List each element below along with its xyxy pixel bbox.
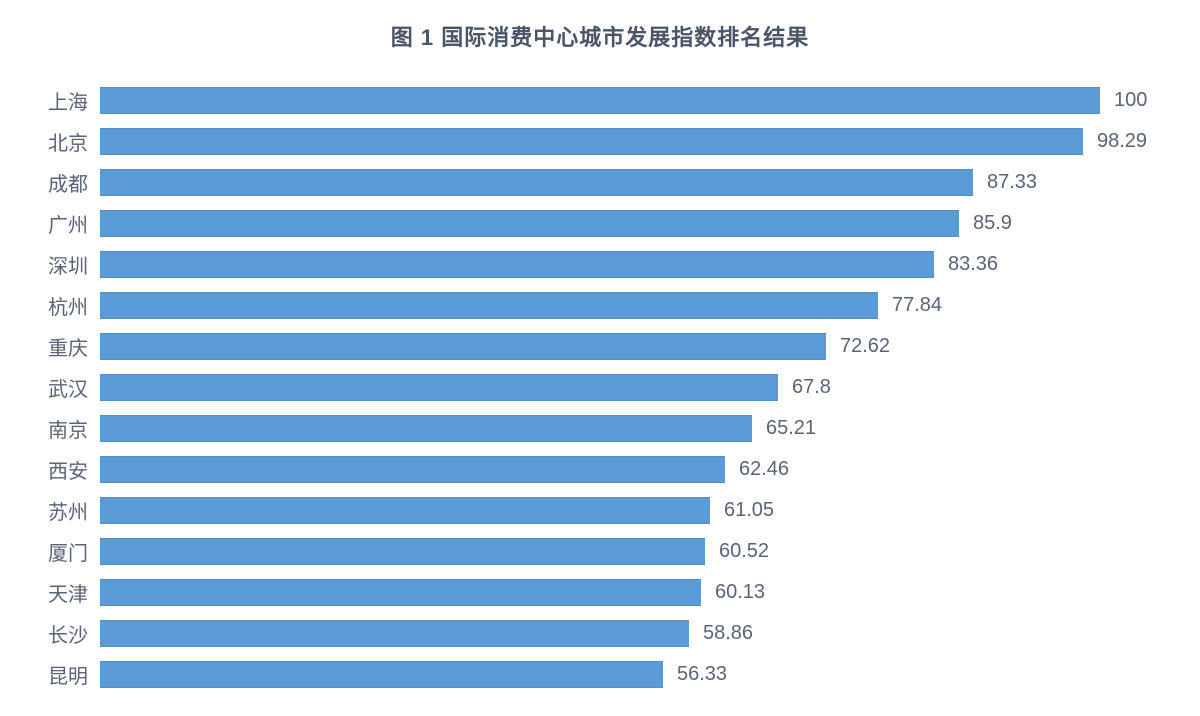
bar-track: 85.9: [100, 203, 1170, 244]
value-label: 65.21: [766, 417, 816, 440]
bar: [100, 538, 705, 565]
bar-row: 广州 85.9: [30, 203, 1170, 244]
value-label: 56.33: [677, 663, 727, 686]
category-label: 武汉: [30, 373, 100, 402]
bar-track: 87.33: [100, 162, 1170, 203]
chart-area: 上海 100 北京 98.29 成都 87.33 广州 85.9 深圳 83.3…: [30, 80, 1170, 695]
bar: [100, 374, 778, 401]
value-label: 77.84: [892, 294, 942, 317]
bar-row: 天津 60.13: [30, 572, 1170, 613]
bar-track: 60.52: [100, 531, 1170, 572]
category-label: 厦门: [30, 537, 100, 566]
bar-row: 上海 100: [30, 80, 1170, 121]
category-label: 西安: [30, 455, 100, 484]
bar-row: 长沙 58.86: [30, 613, 1170, 654]
value-label: 61.05: [724, 499, 774, 522]
bar-track: 58.86: [100, 613, 1170, 654]
category-label: 重庆: [30, 332, 100, 361]
bar-row: 深圳 83.36: [30, 244, 1170, 285]
bar: [100, 456, 725, 483]
bar: [100, 333, 826, 360]
bar: [100, 169, 973, 196]
category-label: 北京: [30, 127, 100, 156]
bar: [100, 87, 1100, 114]
value-label: 58.86: [703, 622, 753, 645]
bar-row: 西安 62.46: [30, 449, 1170, 490]
bar-track: 72.62: [100, 326, 1170, 367]
value-label: 87.33: [987, 171, 1037, 194]
bar-row: 北京 98.29: [30, 121, 1170, 162]
bar-row: 重庆 72.62: [30, 326, 1170, 367]
category-label: 长沙: [30, 619, 100, 648]
category-label: 成都: [30, 168, 100, 197]
bar-track: 62.46: [100, 449, 1170, 490]
category-label: 杭州: [30, 291, 100, 320]
value-label: 62.46: [739, 458, 789, 481]
bar-track: 60.13: [100, 572, 1170, 613]
bar: [100, 128, 1083, 155]
bar-row: 武汉 67.8: [30, 367, 1170, 408]
category-label: 广州: [30, 209, 100, 238]
value-label: 67.8: [792, 376, 831, 399]
bar: [100, 620, 689, 647]
bar: [100, 661, 663, 688]
bar-row: 南京 65.21: [30, 408, 1170, 449]
bar-track: 61.05: [100, 490, 1170, 531]
bar-row: 杭州 77.84: [30, 285, 1170, 326]
value-label: 98.29: [1097, 130, 1147, 153]
category-label: 深圳: [30, 250, 100, 279]
bar: [100, 497, 710, 524]
bar: [100, 292, 878, 319]
value-label: 60.52: [719, 540, 769, 563]
bar-track: 67.8: [100, 367, 1170, 408]
category-label: 上海: [30, 86, 100, 115]
chart-title: 图 1 国际消费中心城市发展指数排名结果: [30, 20, 1170, 52]
bar-track: 56.33: [100, 654, 1170, 695]
category-label: 苏州: [30, 496, 100, 525]
value-label: 60.13: [715, 581, 765, 604]
value-label: 100: [1114, 89, 1147, 112]
bar-row: 成都 87.33: [30, 162, 1170, 203]
bar-row: 厦门 60.52: [30, 531, 1170, 572]
bar: [100, 251, 934, 278]
bar-track: 77.84: [100, 285, 1170, 326]
value-label: 83.36: [948, 253, 998, 276]
category-label: 南京: [30, 414, 100, 443]
bar-row: 昆明 56.33: [30, 654, 1170, 695]
bar-track: 65.21: [100, 408, 1170, 449]
bar: [100, 415, 752, 442]
value-label: 72.62: [840, 335, 890, 358]
bar: [100, 579, 701, 606]
category-label: 昆明: [30, 660, 100, 689]
bar: [100, 210, 959, 237]
bar-track: 98.29: [100, 121, 1170, 162]
category-label: 天津: [30, 578, 100, 607]
bar-track: 100: [100, 80, 1170, 121]
bar-track: 83.36: [100, 244, 1170, 285]
bar-row: 苏州 61.05: [30, 490, 1170, 531]
value-label: 85.9: [973, 212, 1012, 235]
